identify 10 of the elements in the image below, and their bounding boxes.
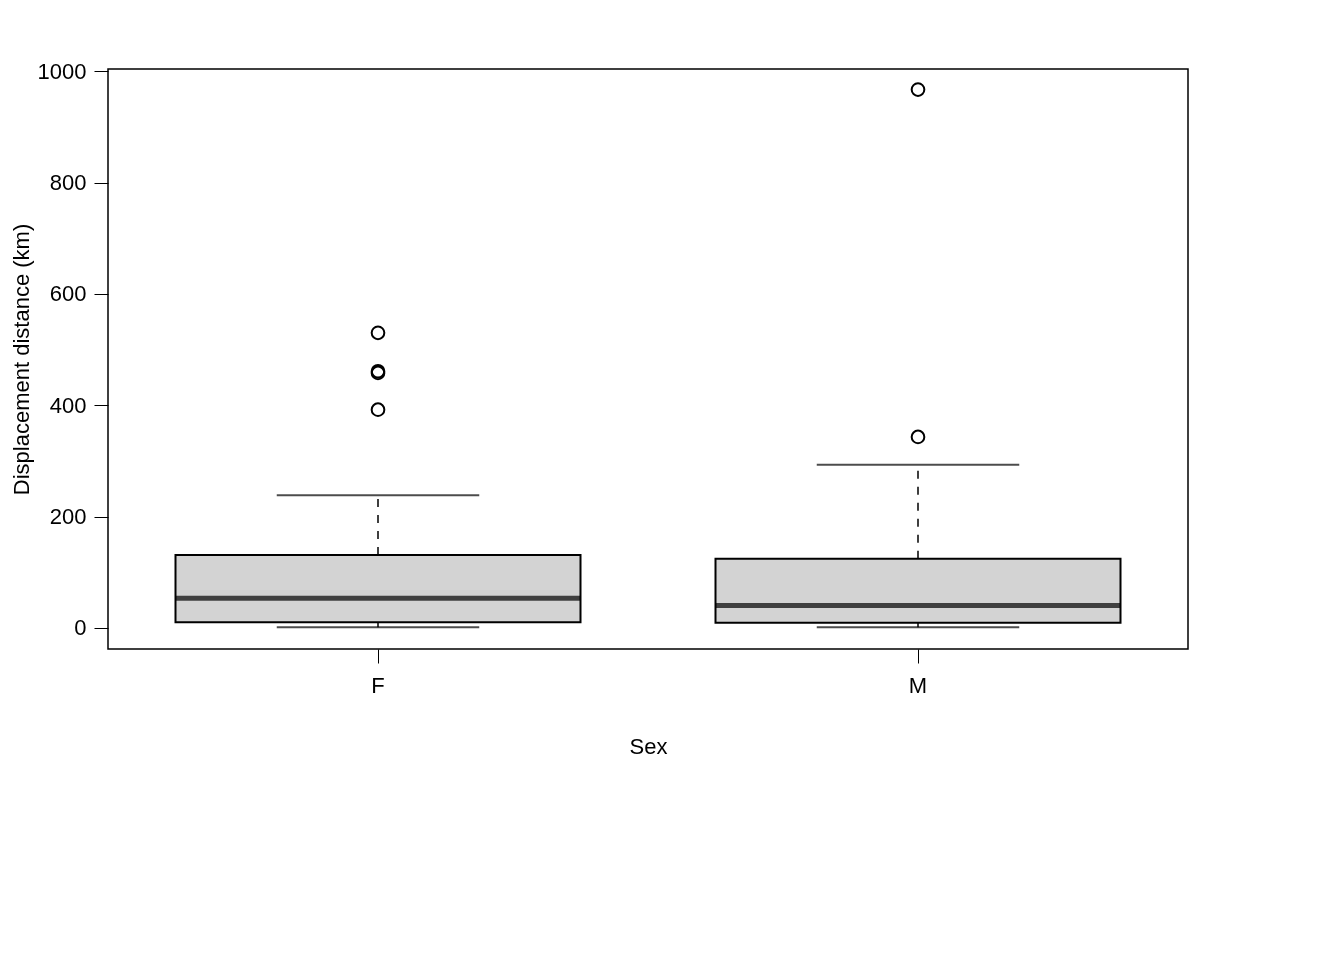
y-tick-label: 800: [49, 170, 87, 196]
x-tick-label: F: [371, 672, 385, 698]
x-tick-label: M: [908, 672, 928, 698]
y-tick-label: 400: [49, 392, 87, 418]
x-axis-title: Sex: [629, 733, 668, 759]
y-tick-label: 1000: [37, 58, 87, 84]
y-axis-title: Displacement distance (km): [8, 223, 34, 496]
y-tick-label: 600: [49, 281, 87, 307]
y-tick-label: 0: [74, 615, 87, 641]
y-tick-label: 200: [49, 504, 87, 530]
